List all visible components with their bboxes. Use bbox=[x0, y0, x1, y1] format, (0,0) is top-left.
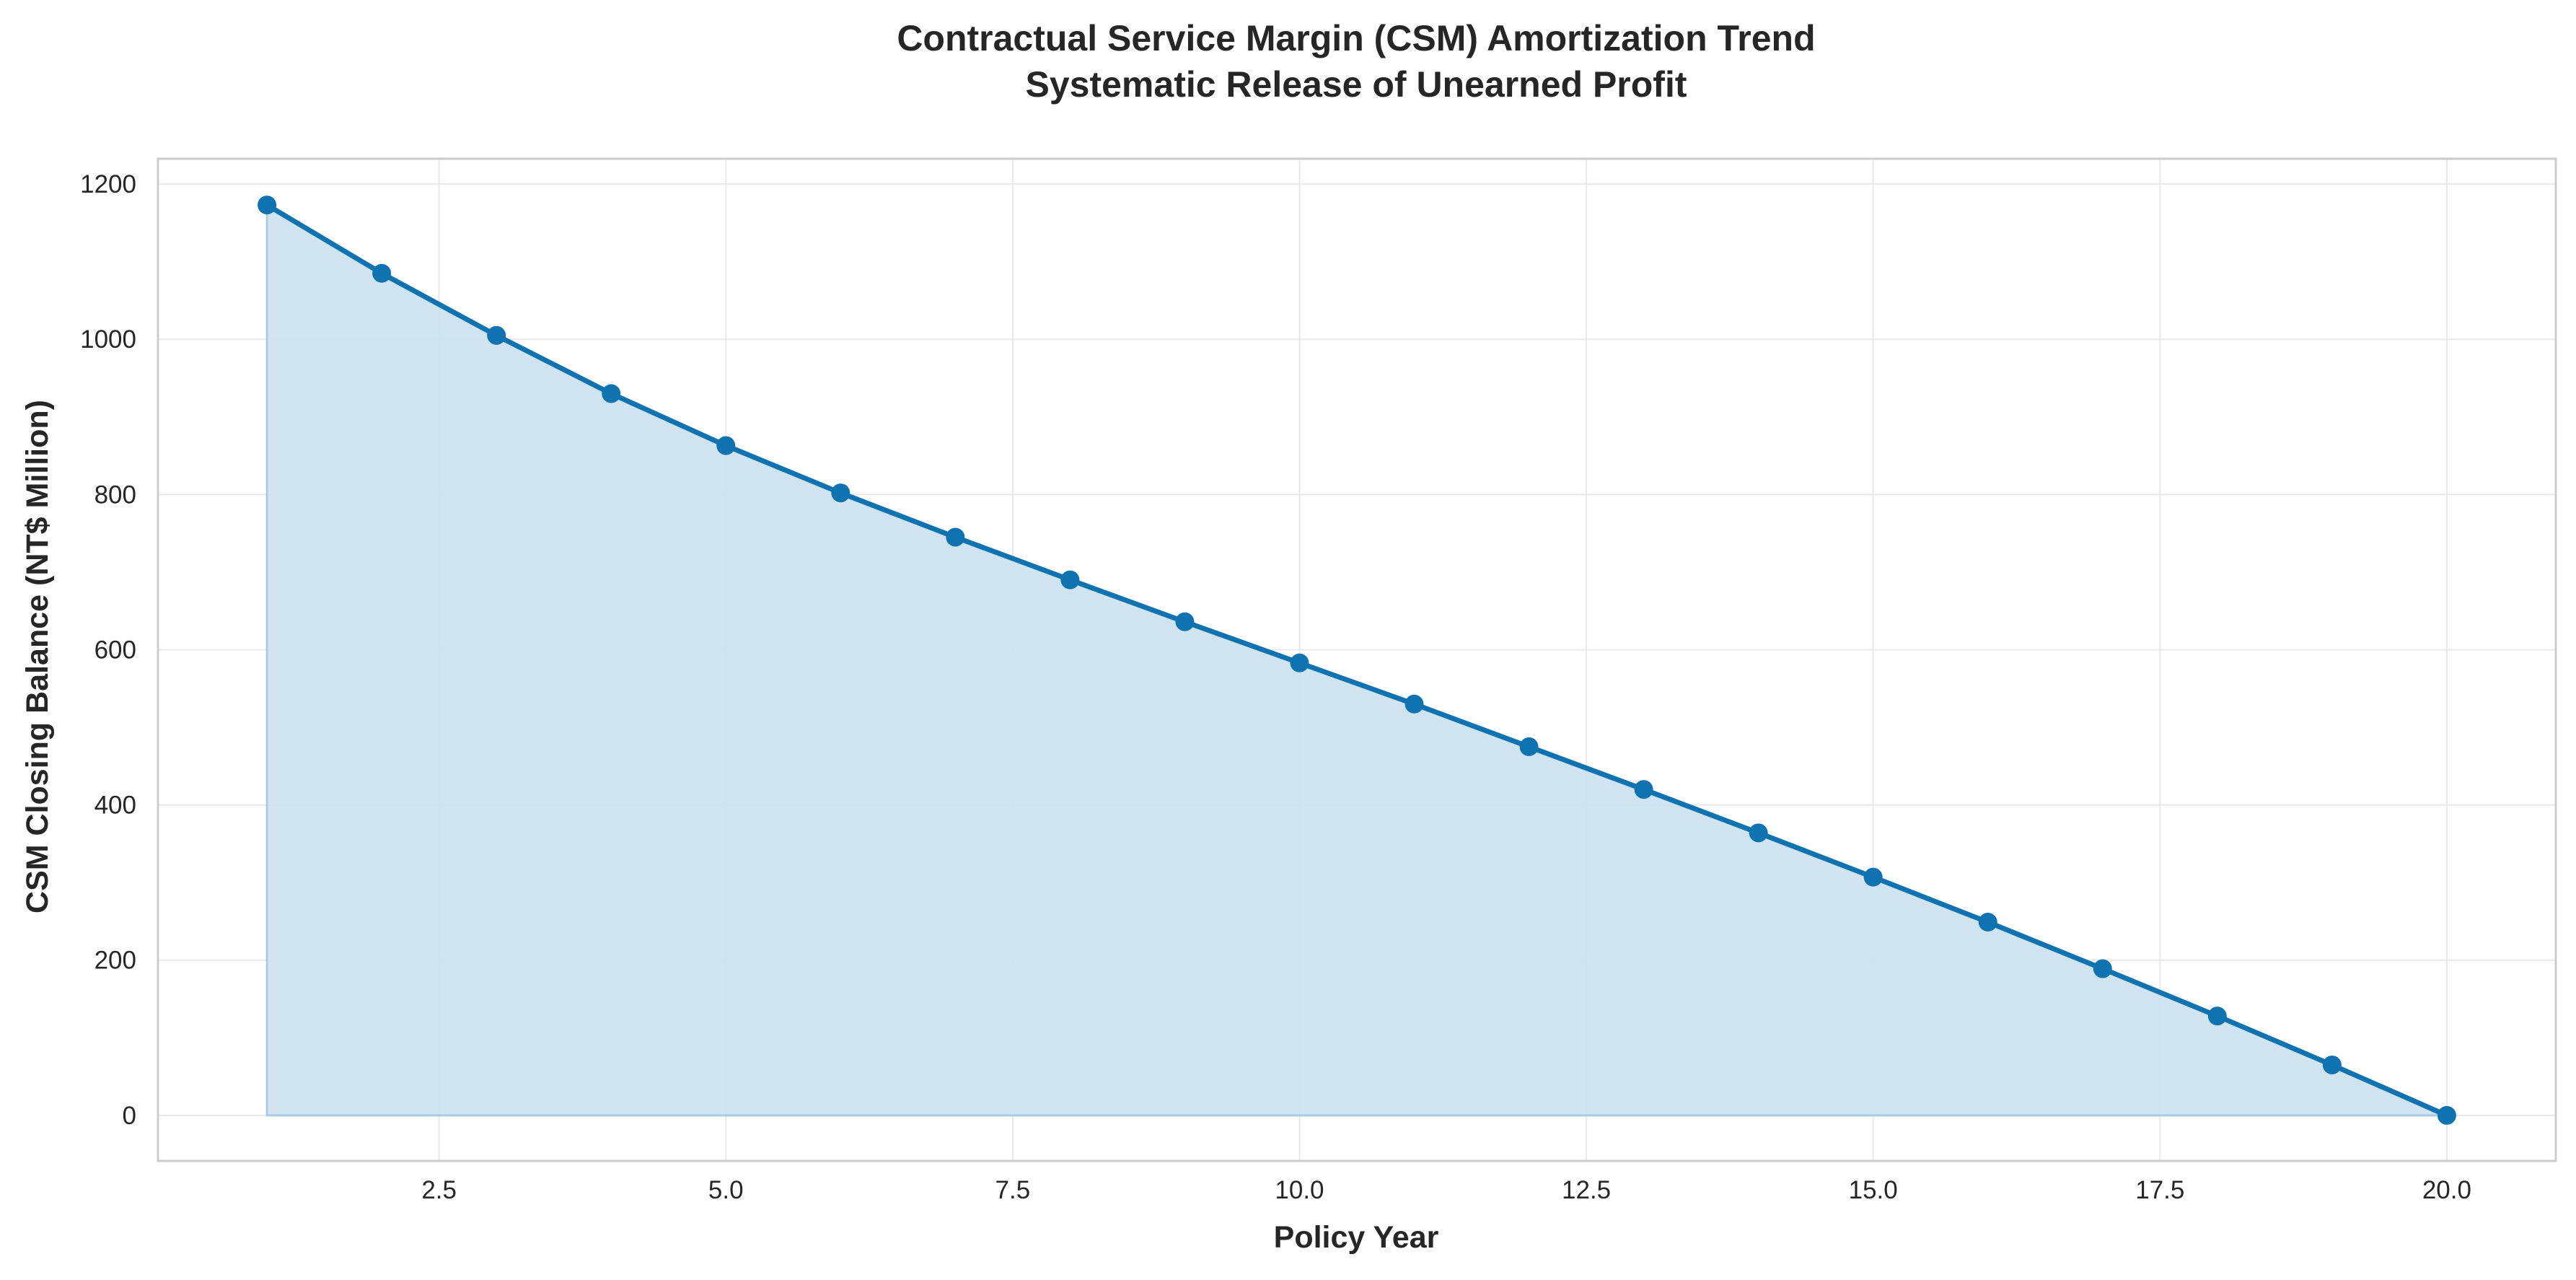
y-tick-label: 1200 bbox=[80, 170, 136, 198]
x-tick-labels: 2.5 5.0 7.5 10.0 12.5 15.0 17.5 20.0 bbox=[421, 1176, 2471, 1204]
data-point bbox=[372, 263, 392, 283]
data-point bbox=[1405, 694, 1424, 714]
y-tick-label: 200 bbox=[94, 947, 136, 975]
x-tick-label: 2.5 bbox=[421, 1176, 457, 1204]
y-tick-label: 1000 bbox=[80, 325, 136, 354]
data-point bbox=[1863, 867, 1883, 887]
data-point bbox=[831, 483, 850, 503]
y-tick-labels: 0 200 400 600 800 1000 1200 bbox=[80, 170, 136, 1130]
data-point bbox=[602, 384, 621, 403]
x-tick-label: 10.0 bbox=[1275, 1176, 1324, 1204]
data-point bbox=[1519, 737, 1539, 756]
series-line bbox=[264, 202, 2450, 1118]
data-point bbox=[2207, 1007, 2227, 1026]
x-axis-label: Policy Year bbox=[1274, 1220, 1439, 1255]
data-point bbox=[258, 196, 277, 215]
marker-layer bbox=[258, 196, 2456, 1125]
plot-frame bbox=[157, 157, 2557, 1162]
x-tick-label: 5.0 bbox=[708, 1176, 744, 1204]
data-point bbox=[2322, 1055, 2342, 1074]
data-point bbox=[1290, 653, 1309, 672]
x-tick-label: 12.5 bbox=[1562, 1176, 1611, 1204]
y-tick-label: 600 bbox=[94, 636, 136, 664]
x-tick-label: 20.0 bbox=[2422, 1176, 2471, 1204]
chart-title: Contractual Service Margin (CSM) Amortiz… bbox=[897, 18, 1815, 58]
data-point bbox=[716, 436, 736, 455]
data-point bbox=[1175, 612, 1195, 631]
x-tick-label: 17.5 bbox=[2135, 1176, 2184, 1204]
data-point bbox=[1749, 823, 1768, 843]
chart-subtitle: Systematic Release of Unearned Profit bbox=[1026, 64, 1687, 105]
data-point bbox=[1634, 780, 1653, 799]
y-tick-label: 400 bbox=[94, 792, 136, 820]
data-point bbox=[2437, 1105, 2456, 1125]
data-point bbox=[487, 325, 506, 345]
line-layer bbox=[264, 202, 2450, 1118]
data-point bbox=[1978, 913, 1997, 932]
y-tick-label: 0 bbox=[123, 1102, 136, 1130]
data-point bbox=[2093, 959, 2112, 978]
data-point bbox=[946, 527, 965, 547]
y-axis-label: CSM Closing Balance (NT$ Million) bbox=[20, 400, 55, 913]
x-tick-label: 15.0 bbox=[1849, 1176, 1898, 1204]
frame-layer bbox=[157, 157, 2557, 1162]
y-tick-label: 800 bbox=[94, 481, 136, 509]
data-point bbox=[1060, 570, 1080, 589]
x-tick-label: 7.5 bbox=[995, 1176, 1031, 1204]
